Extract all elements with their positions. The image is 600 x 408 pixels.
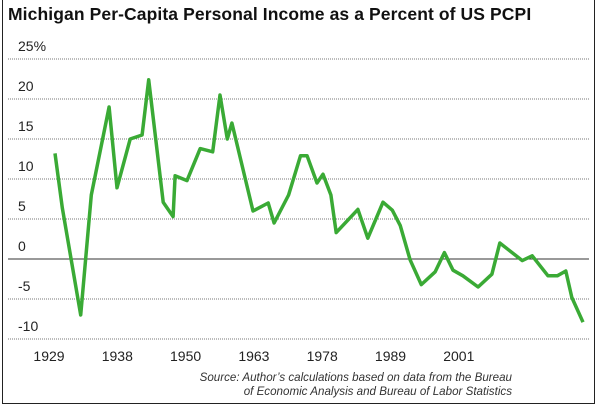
x-tick-label: 1978 — [306, 348, 338, 364]
x-tick-label: 1929 — [33, 348, 65, 364]
y-tick-label: 0 — [18, 238, 26, 254]
x-tick-label: 1950 — [170, 348, 202, 364]
y-tick-label: 25% — [18, 38, 46, 54]
y-tick-label: 20 — [18, 78, 34, 94]
source-note: Source: Author’s calculations based on d… — [200, 371, 512, 399]
chart-frame — [2, 0, 595, 404]
y-tick-label: -5 — [18, 278, 31, 294]
data-line — [53, 78, 585, 323]
x-tick-label: 1989 — [374, 348, 407, 364]
y-tick-label: 5 — [18, 198, 26, 214]
x-tick-label: 1963 — [238, 348, 270, 364]
source-line-1: Source: Author’s calculations based on d… — [199, 371, 512, 384]
y-tick-label: -10 — [18, 318, 38, 334]
x-tick-label: 2001 — [443, 348, 475, 364]
y-tick-label: 15 — [18, 118, 34, 134]
y-tick-label: 10 — [18, 158, 34, 174]
chart-title: Michigan Per-Capita Personal Income as a… — [8, 4, 532, 24]
source-line-2: of Economic Analysis and Bureau of Labor… — [243, 385, 512, 398]
x-tick-label: 1938 — [101, 348, 133, 364]
